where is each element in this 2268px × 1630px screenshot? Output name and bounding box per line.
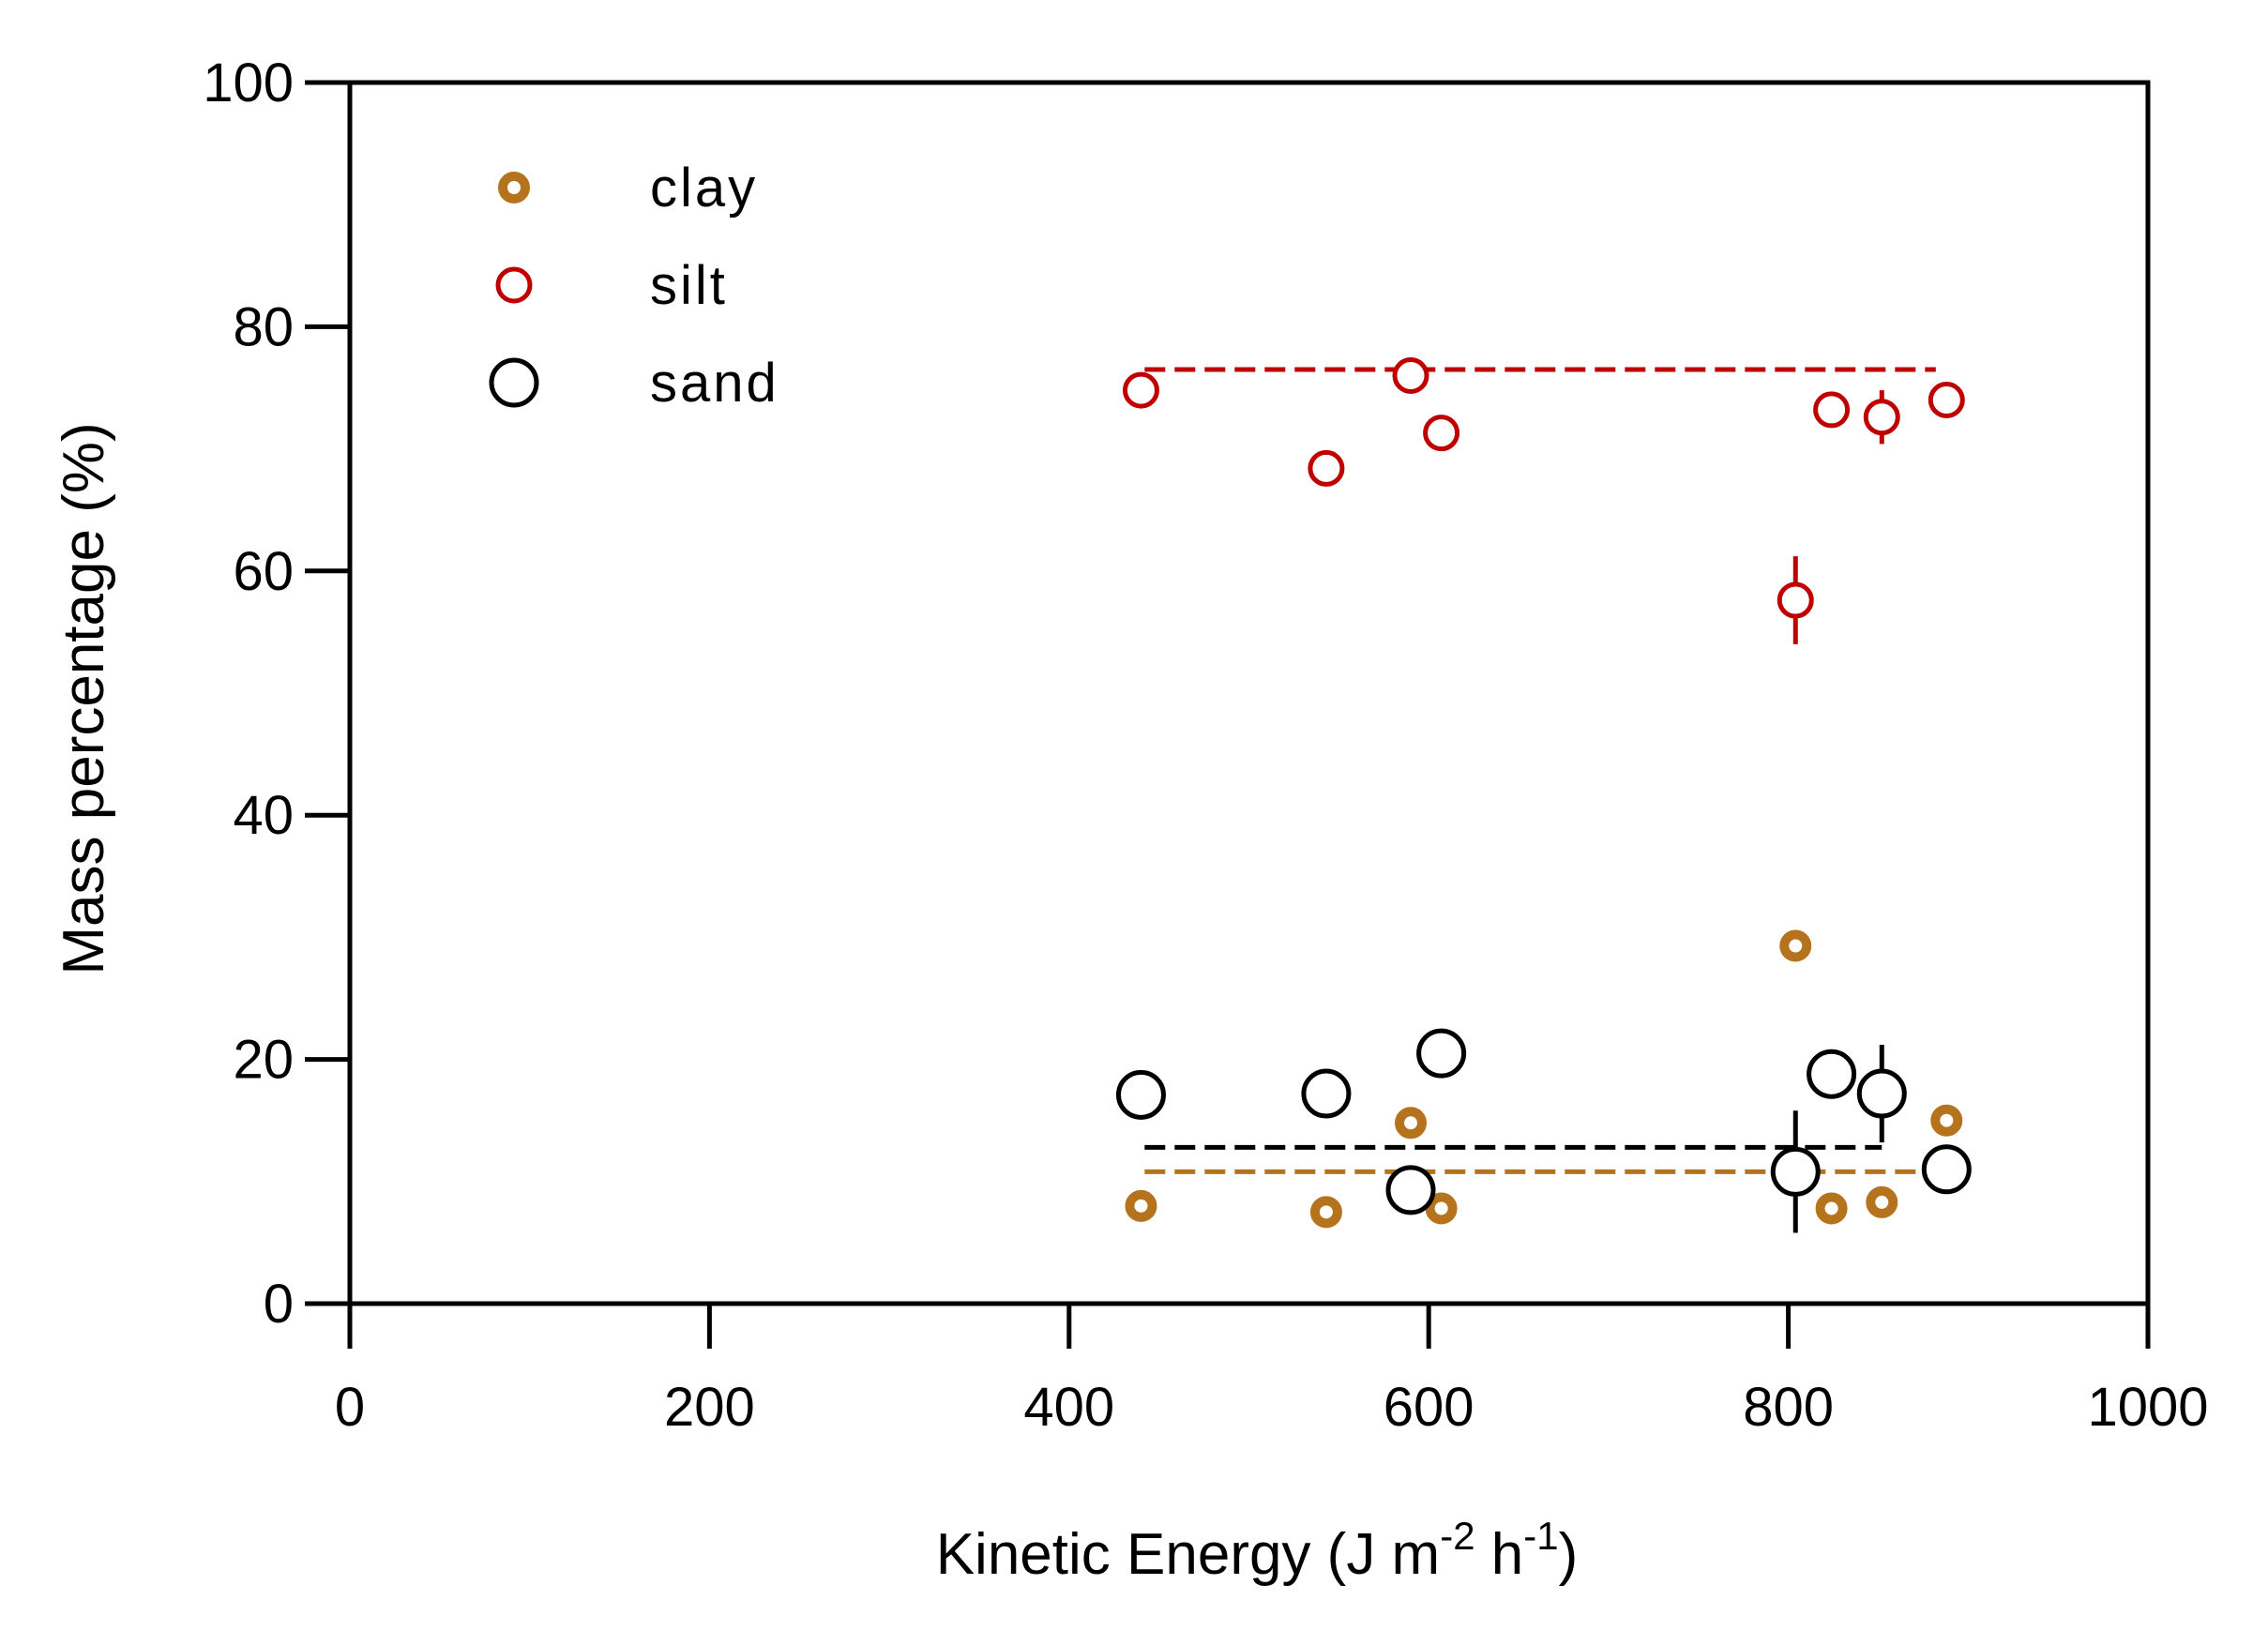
legend-clay-marker [498, 172, 530, 204]
y-axis-title: Mass percentage (%) [52, 422, 116, 974]
mean-lines [1144, 367, 1936, 1174]
silt-point [1423, 415, 1460, 452]
y-tick-label: 20 [233, 1030, 294, 1091]
legend-silt-marker [495, 266, 533, 304]
silt-point [1308, 449, 1345, 487]
clay-point-ring [1125, 1189, 1157, 1222]
sand-point [1416, 1028, 1467, 1079]
clay-point [1125, 1189, 1157, 1222]
data-points [1115, 356, 1972, 1229]
plot-frame [347, 80, 2151, 1306]
sand-point [1856, 1068, 1907, 1119]
x-tick-label: 200 [664, 1377, 755, 1438]
silt-point [1863, 399, 1900, 436]
y-tick-label: 80 [233, 296, 294, 357]
clay-point-ring [1866, 1185, 1898, 1218]
x-tick-label: 400 [1023, 1377, 1114, 1438]
clay-point [1930, 1104, 1963, 1137]
sand-point [1921, 1144, 1972, 1195]
clay-point-ring [1395, 1107, 1428, 1139]
sand-point [1385, 1165, 1436, 1215]
y-tick-label: 60 [233, 541, 294, 602]
clay-point-ring [1425, 1192, 1458, 1225]
y-axis-ticks: 0 20 40 60 80 100 [203, 53, 350, 1335]
clay-point-ring [1779, 929, 1812, 962]
y-tick-label: 0 [264, 1274, 294, 1335]
clay-point [1779, 929, 1812, 962]
clay-point [1425, 1192, 1458, 1225]
x-tick-label: 800 [1743, 1377, 1834, 1438]
silt-point [1813, 391, 1851, 429]
sand-point [1301, 1068, 1352, 1119]
legend-sand-label: sand [650, 353, 779, 414]
legend: clay silt sand [489, 158, 779, 414]
x-tick-label: 600 [1383, 1377, 1474, 1438]
clay-point [1309, 1196, 1342, 1229]
x-tick-label: 0 [335, 1377, 365, 1438]
y-tick-label: 40 [233, 785, 294, 846]
x-axis-title: Kinetic Energy (J m-2 h-1) [936, 1514, 1579, 1587]
clay-point-ring [1815, 1192, 1848, 1225]
silt-point [1928, 382, 1965, 419]
y-tick-label: 100 [203, 53, 294, 113]
sand-point [1807, 1049, 1857, 1099]
silt-point [1777, 581, 1814, 619]
clay-point [1866, 1185, 1898, 1218]
legend-silt-label: silt [650, 255, 728, 316]
silt-point [1392, 356, 1429, 394]
sand-point [1115, 1069, 1166, 1120]
x-axis-ticks: 0 200 400 600 800 1000 [335, 1304, 2209, 1438]
axes [347, 80, 2151, 1306]
clay-point-ring [1309, 1196, 1342, 1229]
legend-sand-marker [489, 357, 539, 408]
silt-point [1122, 371, 1159, 409]
legend-clay-label: clay [650, 158, 758, 219]
sand-point [1770, 1146, 1821, 1197]
clay-point [1815, 1192, 1848, 1225]
x-tick-label: 1000 [2087, 1377, 2208, 1438]
clay-point [1395, 1107, 1428, 1139]
clay-point-ring [1930, 1104, 1963, 1137]
